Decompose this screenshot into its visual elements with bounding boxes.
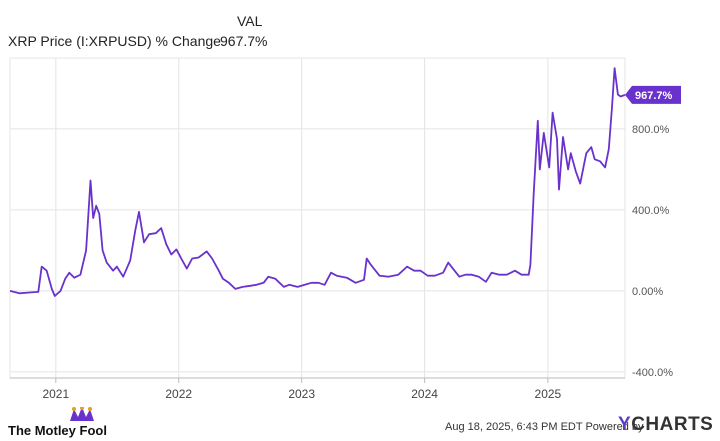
legend-series-label: XRP Price (I:XRPUSD) % Change	[8, 33, 221, 49]
y-tick-label: -400.0%	[632, 367, 673, 379]
x-tick-label: 2021	[42, 387, 69, 401]
x-tick-label: 2022	[165, 387, 192, 401]
last-value-badge	[625, 85, 681, 104]
ycharts-logo: YCHARTS	[618, 414, 713, 436]
jester-icon	[68, 407, 94, 429]
y-tick-label: 800.0%	[632, 124, 670, 136]
series-line	[9, 67, 626, 297]
x-tick-label: 2024	[411, 387, 438, 401]
ycharts-logo-text: CHARTS	[631, 414, 714, 435]
footer-timestamp: Aug 18, 2025, 6:43 PM EDT	[445, 421, 583, 433]
x-tick-label: 2025	[535, 387, 562, 401]
y-tick-label: 400.0%	[632, 205, 670, 217]
legend-series-value: 967.7%	[220, 33, 268, 49]
legend-column-header: VAL	[237, 13, 263, 29]
y-tick-label: 0.00%	[632, 286, 663, 298]
motley-fool-logo-text: The Motley Fool	[8, 423, 107, 438]
ycharts-logo-y: Y	[618, 414, 632, 435]
motley-fool-logo: The Motley Fool	[8, 407, 107, 438]
footer-powered-by: Powered by	[585, 421, 644, 433]
footer-attribution: Aug 18, 2025, 6:43 PM EDT Powered by	[445, 421, 644, 433]
last-value-label: 967.7%	[635, 90, 673, 102]
x-tick-label: 2023	[288, 387, 315, 401]
